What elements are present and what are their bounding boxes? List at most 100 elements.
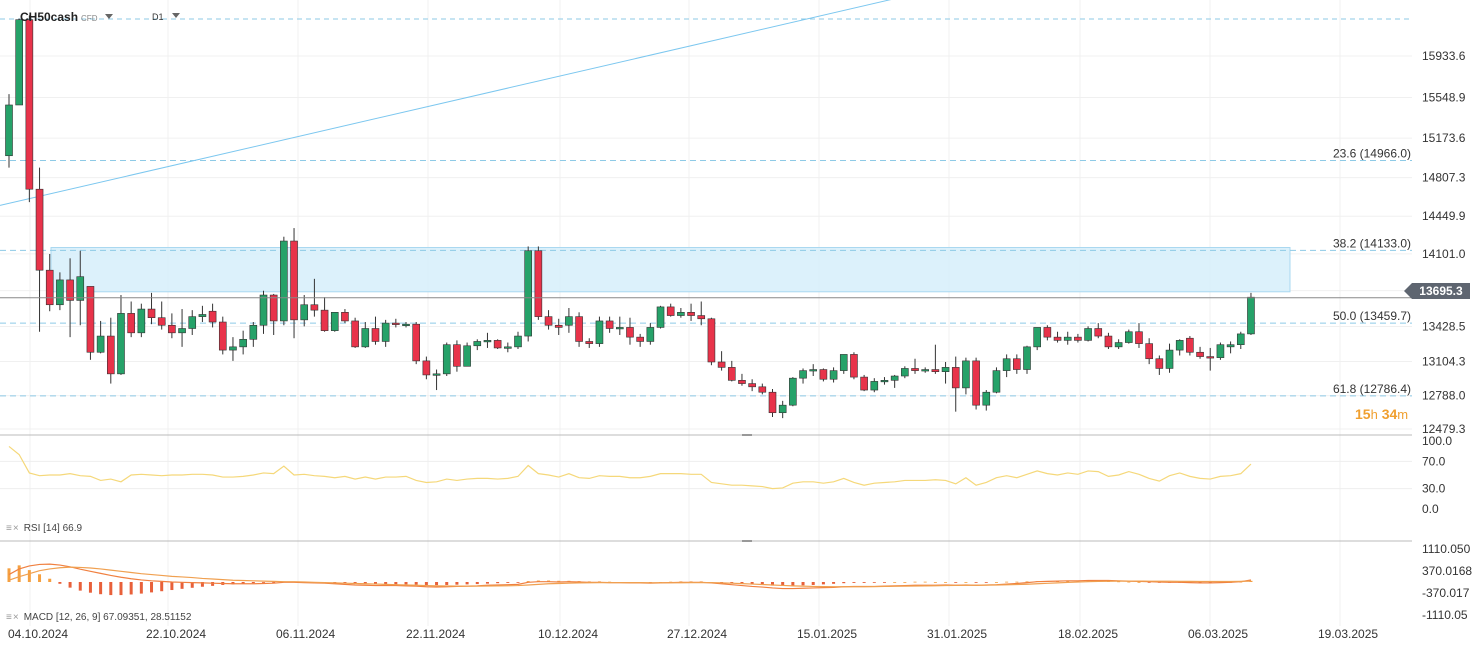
macd-histogram-bar xyxy=(68,582,72,588)
candle-body xyxy=(860,376,868,391)
macd-histogram-bar xyxy=(272,582,276,583)
macd-histogram-bar xyxy=(48,578,52,582)
macd-histogram-bar xyxy=(465,582,469,585)
candle-body xyxy=(656,306,665,328)
symbol-dropdown-icon[interactable] xyxy=(105,14,114,19)
macd-histogram-bar xyxy=(1005,581,1009,583)
candle-body xyxy=(1104,335,1113,348)
candle-body xyxy=(1053,336,1062,341)
candle-body xyxy=(727,367,736,381)
timeframe-selector[interactable]: D1 xyxy=(152,12,180,22)
macd-tick-label: 370.0168 xyxy=(1422,564,1472,578)
panel-resize-handle xyxy=(742,434,752,436)
candle-body xyxy=(422,360,431,376)
candle-body xyxy=(687,312,695,316)
candle-body xyxy=(1135,331,1143,344)
symbol-name[interactable]: CH50cash xyxy=(20,10,79,24)
candle-body xyxy=(1216,344,1225,358)
date-tick-label: 04.10.2024 xyxy=(8,627,68,641)
candle-body xyxy=(56,279,64,306)
rsi-value: 66.9 xyxy=(62,523,83,534)
candle-body xyxy=(554,324,563,328)
resistance-zone xyxy=(50,247,1291,293)
candle-body xyxy=(259,294,268,326)
timeframe-dropdown-icon[interactable] xyxy=(171,13,180,18)
macd-histogram-bar xyxy=(791,582,795,586)
candle-body xyxy=(626,327,634,338)
macd-histogram-bar xyxy=(424,582,428,585)
candle-body xyxy=(748,383,756,388)
candle-body xyxy=(534,250,543,317)
candle-body xyxy=(300,304,309,321)
macd-histogram-bar xyxy=(1025,581,1029,583)
macd-histogram-bar xyxy=(984,582,988,583)
macd-signal-line xyxy=(8,566,1251,588)
rsi-tick-label: 30.0 xyxy=(1422,482,1446,496)
candle-body xyxy=(483,340,492,343)
candle-body xyxy=(941,367,950,372)
candle-body xyxy=(972,360,980,406)
candle-body xyxy=(829,370,838,380)
macd-tick-label: -370.017 xyxy=(1422,586,1470,600)
macd-histogram-bar xyxy=(27,570,31,582)
candle-body xyxy=(381,322,390,342)
macd-histogram-bar xyxy=(17,565,21,582)
candle-body xyxy=(361,328,370,348)
fib-level-label: 50.0 (13459.7) xyxy=(1333,309,1411,323)
fib-level-label: 38.2 (14133.0) xyxy=(1333,236,1411,250)
candle-body xyxy=(565,316,573,326)
candle-body xyxy=(870,381,879,391)
price-tick-label: 13428.5 xyxy=(1422,320,1466,334)
candle-body xyxy=(677,312,685,316)
macd-histogram-bar xyxy=(801,582,805,586)
chart-header: CH50cash CFD D1 xyxy=(20,10,180,24)
candle-body xyxy=(1043,327,1052,338)
candle-body xyxy=(1145,343,1153,360)
candle-body xyxy=(585,341,594,344)
candle-body xyxy=(473,341,482,347)
indicator-settings-icon[interactable]: ≡× xyxy=(6,612,20,623)
candle-body xyxy=(666,306,675,316)
indicator-settings-icon[interactable]: ≡× xyxy=(6,523,20,534)
macd-histogram-bar xyxy=(414,582,418,585)
candle-body xyxy=(147,308,156,319)
candle-body xyxy=(850,354,858,378)
panel-resize-handle xyxy=(742,540,752,542)
candle-body xyxy=(1206,356,1215,359)
candle-body xyxy=(280,240,288,322)
candle-body xyxy=(880,380,889,383)
macd-histogram-bar xyxy=(180,582,184,589)
candle-body xyxy=(137,308,146,334)
candle-body xyxy=(107,335,115,375)
macd-histogram-bar xyxy=(99,582,103,595)
candle-body xyxy=(839,354,848,371)
macd-histogram-bar xyxy=(964,582,968,583)
rsi-tick-label: 0.0 xyxy=(1422,502,1439,516)
candle-body xyxy=(371,328,380,342)
candle-body xyxy=(229,346,237,351)
macd-histogram-bar xyxy=(435,582,439,586)
candle-body xyxy=(962,360,970,389)
candle-body xyxy=(1094,328,1103,337)
macd-histogram-bar xyxy=(1066,581,1070,582)
macd-histogram-bar xyxy=(933,582,937,583)
macd-histogram-bar xyxy=(363,582,367,584)
date-tick-label: 06.11.2024 xyxy=(276,627,335,641)
macd-histogram-bar xyxy=(7,568,11,582)
candle-body xyxy=(351,320,359,348)
candle-body xyxy=(901,368,909,377)
candle-body xyxy=(707,318,716,363)
rsi-line xyxy=(8,445,1252,490)
macd-histogram-bar xyxy=(954,582,958,583)
candle-body xyxy=(1196,351,1204,357)
candle-body xyxy=(330,312,339,331)
macd-histogram-bar xyxy=(1127,581,1131,583)
candle-body xyxy=(1063,336,1072,341)
candle-body xyxy=(921,369,930,372)
candle-body xyxy=(931,369,940,372)
macd-histogram-bar xyxy=(862,582,866,583)
candle-body xyxy=(310,304,319,311)
macd-histogram-bar xyxy=(475,582,479,585)
candle-body xyxy=(982,391,991,406)
